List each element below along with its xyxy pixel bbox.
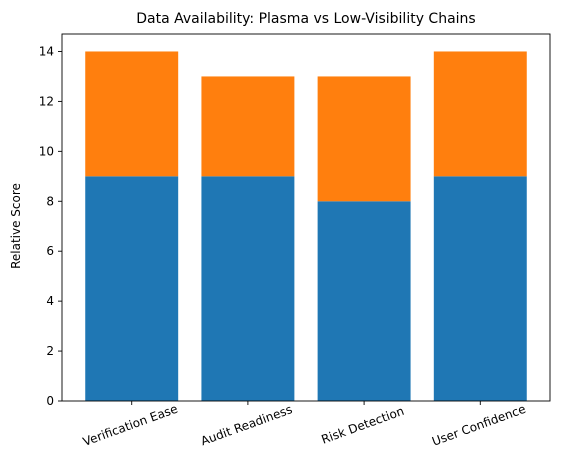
bars-layer — [85, 51, 527, 401]
y-tick-label: 0 — [46, 394, 54, 408]
y-axis-label: Relative Score — [9, 183, 23, 269]
y-tick-label: 14 — [39, 44, 54, 58]
bar-series-1-1 — [85, 176, 179, 401]
y-tick-label: 2 — [46, 344, 54, 358]
x-tick-label: Risk Detection — [319, 404, 406, 447]
x-tick-label: User Confidence — [430, 402, 527, 449]
y-tick-label: 12 — [39, 94, 54, 108]
bar-series-2-3 — [317, 76, 411, 202]
plot-frame — [61, 33, 551, 402]
x-tick-label: Audit Readiness — [199, 402, 294, 448]
y-tick-label: 4 — [46, 294, 54, 308]
bar-series-1-4 — [433, 176, 527, 401]
chart-title: Data Availability: Plasma vs Low-Visibil… — [136, 11, 475, 27]
y-axis-ticks: 0 2 4 6 8 10 12 14 — [39, 44, 62, 408]
bar-series-1-3 — [317, 201, 411, 401]
bar-series-2-2 — [201, 76, 295, 177]
y-tick-label: 8 — [46, 194, 54, 208]
bar-series-2-1 — [85, 51, 179, 177]
y-tick-label: 6 — [46, 244, 54, 258]
bar-series-2-4 — [433, 51, 527, 177]
y-tick-label: 10 — [39, 144, 54, 158]
x-tick-label: Verification Ease — [81, 402, 180, 449]
x-axis-ticks: Verification Ease Audit Readiness Risk Det… — [81, 401, 528, 449]
bar-series-1-2 — [201, 176, 295, 401]
